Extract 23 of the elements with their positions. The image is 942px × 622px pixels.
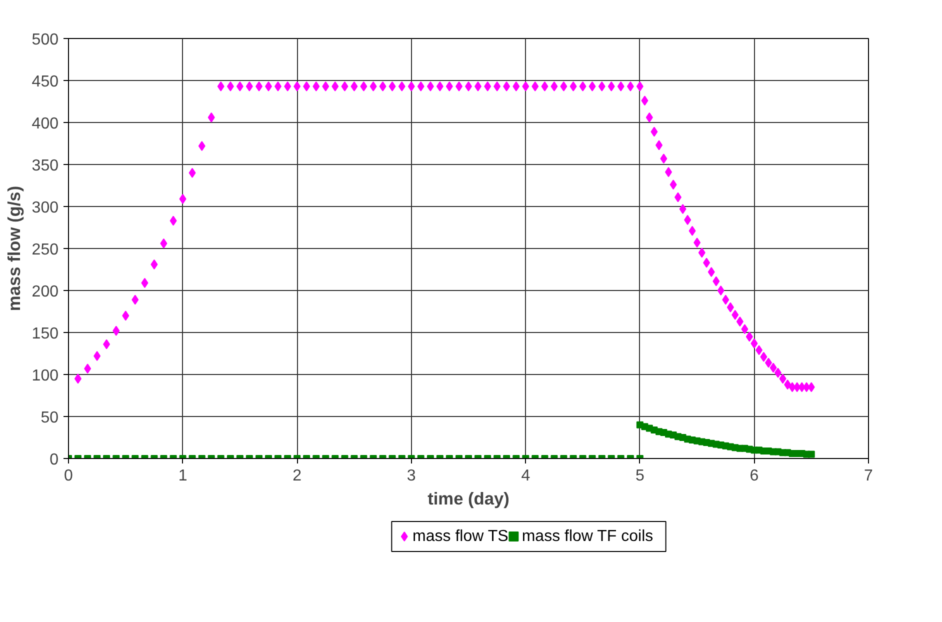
x-tick-label: 6	[750, 468, 759, 484]
y-tick-label: 250	[32, 242, 59, 258]
y-tick-label: 350	[32, 158, 59, 174]
y-tick-label: 300	[32, 200, 59, 216]
y-axis-title: mass flow (g/s)	[4, 186, 24, 312]
y-tick-label: 100	[32, 368, 59, 384]
x-tick-label: 7	[864, 468, 874, 484]
x-tick-label: 5	[635, 468, 644, 484]
x-tick-label: 4	[521, 468, 530, 484]
x-tick-label: 0	[64, 468, 74, 484]
legend-label: mass flow TF coils	[522, 528, 654, 545]
y-tick-label: 200	[32, 284, 59, 300]
x-tick-label: 3	[406, 468, 416, 484]
y-tick-label: 500	[32, 32, 59, 48]
x-tick-label: 1	[178, 468, 188, 484]
y-tick-label: 400	[32, 116, 59, 132]
x-tick-label: 2	[292, 468, 302, 484]
x-axis-title: time (day)	[428, 488, 510, 508]
y-tick-label: 0	[50, 452, 59, 468]
legend-label: mass flow TS	[412, 528, 508, 545]
y-tick-label: 150	[32, 326, 59, 342]
y-tick-label: 50	[40, 410, 59, 426]
y-tick-label: 450	[32, 74, 59, 90]
